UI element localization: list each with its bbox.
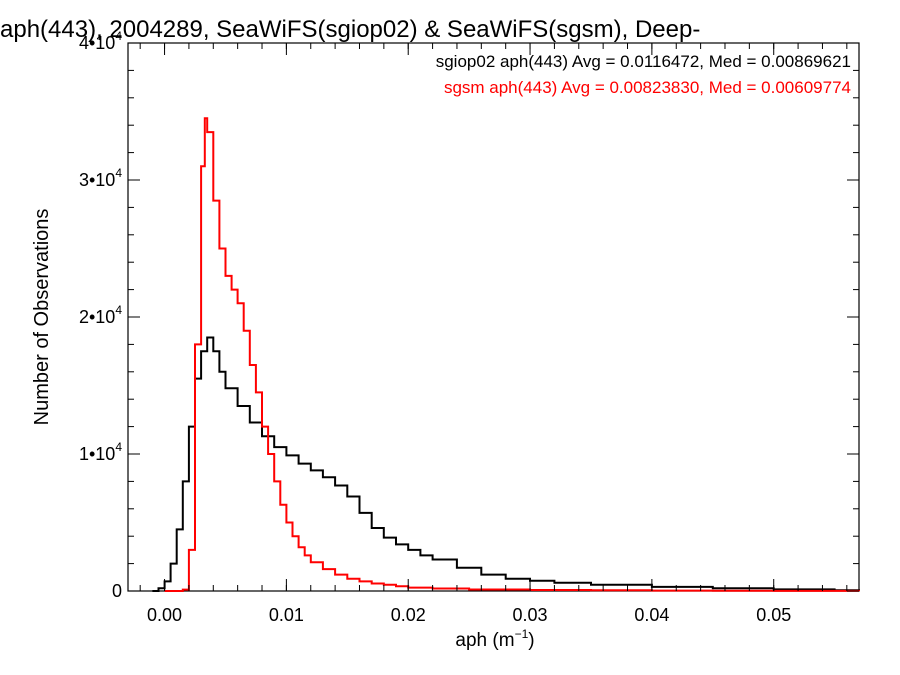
y-tick-label: 4•104 — [79, 29, 122, 53]
y-tick-label: 1•104 — [79, 440, 122, 464]
x-tick-label: 0.01 — [269, 605, 304, 625]
legend-entry-sgsm: sgsm aph(443) Avg = 0.00823830, Med = 0.… — [444, 78, 851, 97]
x-axis-label-superscript: −1 — [515, 627, 529, 641]
x-axis-label-base: aph (m — [455, 630, 514, 651]
y-tick-label: 3•104 — [79, 166, 122, 190]
x-tick-label: 0.04 — [634, 605, 669, 625]
x-tick-label: 0.03 — [513, 605, 548, 625]
legend-entry-sgiop02: sgiop02 aph(443) Avg = 0.0116472, Med = … — [436, 52, 851, 71]
axes-layer: 0.00 0.01 0.02 0.03 0.04 0.05 0 1•104 2•104 3•104… — [79, 29, 859, 625]
x-tick-label: 0.05 — [756, 605, 791, 625]
x-axis-label-tail: ) — [528, 630, 534, 651]
y-tick-label: 0 — [112, 581, 122, 601]
series-line-0 — [152, 336, 860, 592]
x-axis-label: aph (m−1) — [455, 627, 534, 651]
chart-title: aph(443), 2004289, SeaWiFS(sgiop02) & Se… — [0, 16, 700, 43]
x-tick-label: 0.02 — [391, 605, 426, 625]
plot-area — [127, 42, 860, 592]
x-tick-label: 0.00 — [147, 605, 182, 625]
series-layer — [152, 117, 860, 592]
y-tick-label: 2•104 — [79, 303, 122, 327]
series-line-1 — [164, 117, 860, 592]
y-axis-label: Number of Observations — [31, 209, 53, 426]
